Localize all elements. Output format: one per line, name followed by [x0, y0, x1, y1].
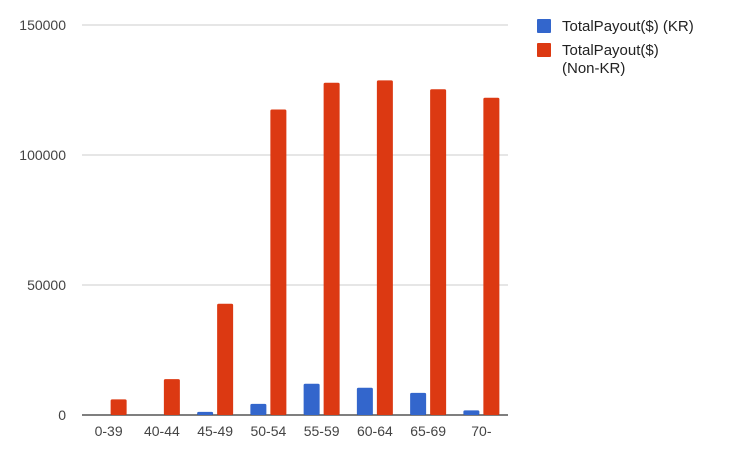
- bar-non-kr-70-: [483, 97, 500, 416]
- legend-swatch-non-kr: [537, 43, 551, 57]
- y-tick-label: 50000: [27, 277, 66, 293]
- bar-non-kr-45-49: [217, 303, 234, 415]
- bar-kr-60-64: [356, 387, 373, 415]
- y-tick-label: 0: [58, 407, 66, 423]
- legend-label-kr: TotalPayout($) (KR): [562, 18, 694, 35]
- x-tick-label: 50-54: [250, 423, 286, 439]
- legend: TotalPayout($) (KR) TotalPayout($)(Non-KR…: [537, 18, 694, 77]
- x-tick-label: 0-39: [95, 423, 123, 439]
- x-tick-label: 40-44: [144, 423, 180, 439]
- x-axis-ticks: 0-39 40-44 45-49 50-54 55-59 60-64 65-69 70-: [95, 423, 492, 439]
- bar-non-kr-55-59: [323, 82, 340, 415]
- bar-kr-65-69: [410, 392, 427, 415]
- x-tick-label: 65-69: [410, 423, 446, 439]
- x-tick-label: 70-: [471, 423, 492, 439]
- bars: [110, 80, 500, 416]
- bar-non-kr-65-69: [430, 89, 447, 415]
- bar-kr-50-54: [250, 403, 267, 415]
- bar-kr-55-59: [303, 383, 320, 415]
- legend-label-non-kr: TotalPayout($): [562, 42, 659, 59]
- bar-non-kr-60-64: [376, 80, 393, 415]
- x-tick-label: 55-59: [304, 423, 340, 439]
- x-tick-label: 60-64: [357, 423, 393, 439]
- legend-label-non-kr: (Non-KR): [562, 60, 625, 77]
- bar-non-kr-40-44: [163, 379, 180, 415]
- bar-non-kr-50-54: [270, 109, 287, 415]
- y-tick-label: 100000: [19, 147, 66, 163]
- bar-non-kr-0-39: [110, 399, 127, 415]
- y-tick-label: 150000: [19, 17, 66, 33]
- legend-swatch-kr: [537, 19, 551, 33]
- y-axis-ticks: 0 50000 100000 150000: [19, 17, 66, 423]
- bar-kr-45-49: [197, 411, 214, 415]
- bar-kr-70-: [463, 410, 480, 415]
- x-tick-label: 45-49: [197, 423, 233, 439]
